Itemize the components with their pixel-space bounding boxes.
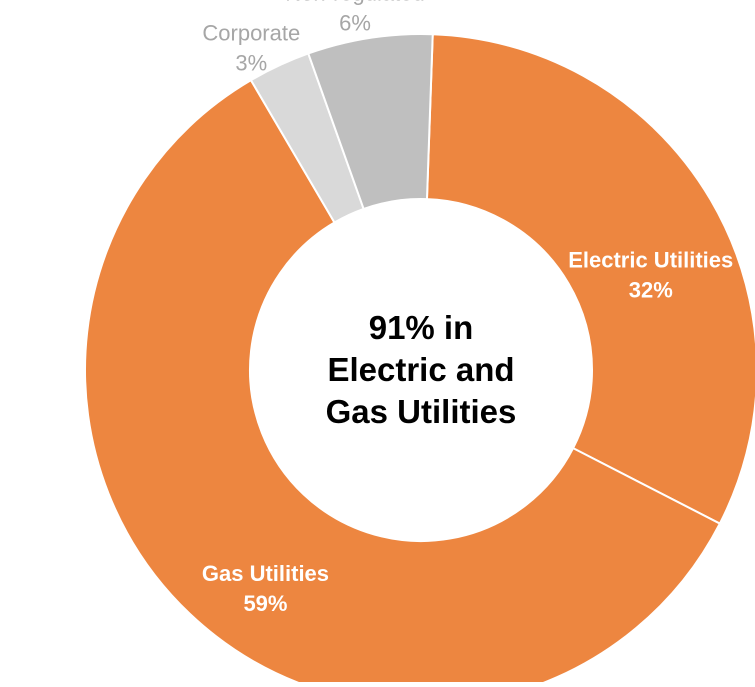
slice-value-non-regulated: 6% [339,10,371,35]
slice-label-non-regulated: Non-regulated 6% [285,0,424,35]
slice-name-electric-utilities: Electric Utilities [568,247,733,272]
slice-name-gas-utilities: Gas Utilities [202,561,329,586]
slice-electric-utilities [425,33,755,525]
slice-value-electric-utilities: 32% [629,277,673,302]
slice-name-non-regulated: Non-regulated [285,0,424,5]
center-label-line: Electric and [327,351,514,388]
center-label: 91% in Electric and Gas Utilities [326,309,517,430]
slice-value-corporate: 3% [235,50,267,75]
labels-layer: Electric Utilities 32% Gas Utilities 59% Cor… [202,0,733,616]
slices-layer [84,33,755,687]
slice-non-regulated [307,33,434,211]
slice-label-electric-utilities: Electric Utilities 32% [568,247,733,302]
slice-name-corporate: Corporate [202,20,300,45]
slice-label-corporate: Corporate 3% [202,20,300,75]
center-label-line: 91% in [369,309,474,346]
slice-label-gas-utilities: Gas Utilities 59% [202,561,329,616]
center-label-line: Gas Utilities [326,393,517,430]
slice-value-gas-utilities: 59% [243,591,287,616]
slice-gas-utilities [84,78,722,687]
